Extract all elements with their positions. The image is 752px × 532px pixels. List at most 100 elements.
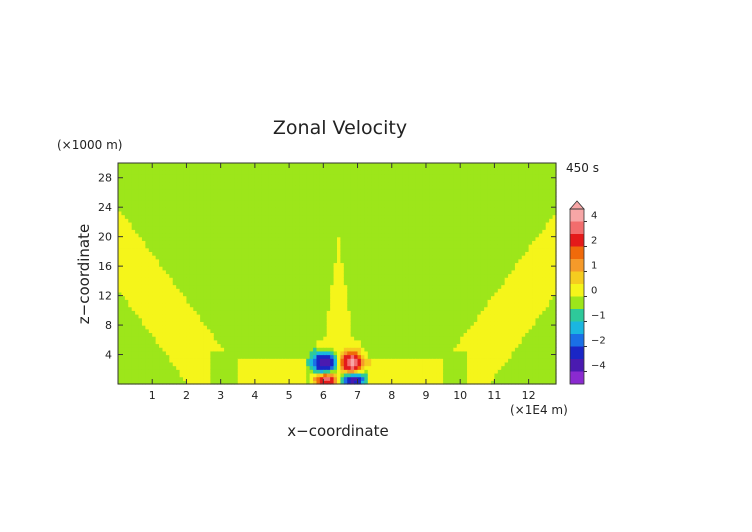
field-cell <box>141 376 146 381</box>
field-cell <box>302 365 307 370</box>
field-cell <box>165 232 170 238</box>
field-cell <box>186 177 191 183</box>
field-cell <box>152 280 157 286</box>
field-cell <box>189 332 194 337</box>
field-cell <box>268 262 273 267</box>
field-cell <box>138 328 143 334</box>
field-cell <box>118 203 123 208</box>
field-cell <box>162 314 167 319</box>
field-cell <box>152 266 157 271</box>
field-cell <box>347 302 352 308</box>
field-cell <box>224 166 229 171</box>
field-cell <box>183 339 188 345</box>
field-cell <box>172 291 177 297</box>
field-cell <box>220 339 225 345</box>
field-cell <box>241 163 246 168</box>
field-cell <box>371 196 376 201</box>
field-cell <box>196 339 201 345</box>
field-cell <box>323 332 328 337</box>
field-cell <box>121 258 126 264</box>
field-cell <box>152 365 157 370</box>
field-cell <box>183 317 188 322</box>
field-cell <box>360 185 365 190</box>
field-cell <box>141 314 146 319</box>
field-cell <box>241 221 246 227</box>
field-cell <box>227 214 232 219</box>
field-cell <box>189 325 194 330</box>
field-cell <box>265 372 270 378</box>
field-cell <box>268 273 273 278</box>
field-cell <box>186 221 191 227</box>
field-cell <box>381 277 386 282</box>
field-cell <box>309 372 314 378</box>
field-cell <box>162 354 167 359</box>
field-cell <box>278 317 283 322</box>
field-cell <box>155 196 160 201</box>
field-cell <box>265 203 270 208</box>
field-cell <box>268 240 273 245</box>
field-cell <box>165 273 170 278</box>
field-cell <box>258 343 263 348</box>
field-cell <box>145 199 150 205</box>
field-cell <box>319 365 324 370</box>
field-cell <box>224 376 229 381</box>
field-cell <box>384 225 389 230</box>
field-cell <box>135 203 140 208</box>
field-cell <box>128 247 133 252</box>
field-cell <box>203 229 208 234</box>
field-cell <box>292 277 297 282</box>
field-cell <box>268 336 273 341</box>
field-cell <box>371 269 376 275</box>
field-cell <box>282 365 287 370</box>
field-cell <box>371 380 376 385</box>
field-cell <box>176 343 181 348</box>
field-cell <box>248 277 253 282</box>
field-cell <box>200 196 205 201</box>
field-cell <box>384 163 389 168</box>
field-cell <box>333 380 338 385</box>
field-cell <box>224 251 229 256</box>
field-cell <box>367 218 372 223</box>
field-cell <box>367 188 372 194</box>
field-cell <box>395 251 400 256</box>
field-cell <box>248 174 253 179</box>
field-cell <box>196 266 201 271</box>
field-cell <box>343 174 348 179</box>
field-cell <box>241 207 246 212</box>
field-cell <box>227 299 232 304</box>
field-cell <box>162 207 167 212</box>
field-cell <box>210 196 215 201</box>
field-cell <box>299 262 304 267</box>
field-cell <box>241 236 246 241</box>
field-cell <box>141 174 146 179</box>
field-cell <box>230 354 235 359</box>
field-cell <box>289 369 294 374</box>
field-cell <box>391 196 396 201</box>
field-cell <box>316 247 321 252</box>
field-cell <box>350 291 355 297</box>
field-cell <box>203 244 208 249</box>
field-cell <box>343 273 348 278</box>
field-cell <box>227 325 232 330</box>
field-cell <box>234 291 239 297</box>
field-cell <box>302 262 307 267</box>
field-cell <box>337 258 342 264</box>
field-cell <box>337 306 342 311</box>
field-cell <box>391 365 396 370</box>
field-cell <box>333 372 338 378</box>
field-cell <box>357 288 362 293</box>
field-cell <box>165 177 170 183</box>
field-cell <box>152 288 157 293</box>
field-cell <box>333 299 338 304</box>
field-cell <box>141 210 146 216</box>
field-cell <box>176 185 181 190</box>
field-cell <box>189 247 194 252</box>
field-cell <box>244 325 249 330</box>
field-cell <box>295 343 300 348</box>
field-cell <box>302 240 307 245</box>
field-cell <box>299 188 304 194</box>
field-cell <box>306 240 311 245</box>
field-cell <box>217 380 222 385</box>
field-cell <box>395 325 400 330</box>
field-cell <box>165 170 170 175</box>
